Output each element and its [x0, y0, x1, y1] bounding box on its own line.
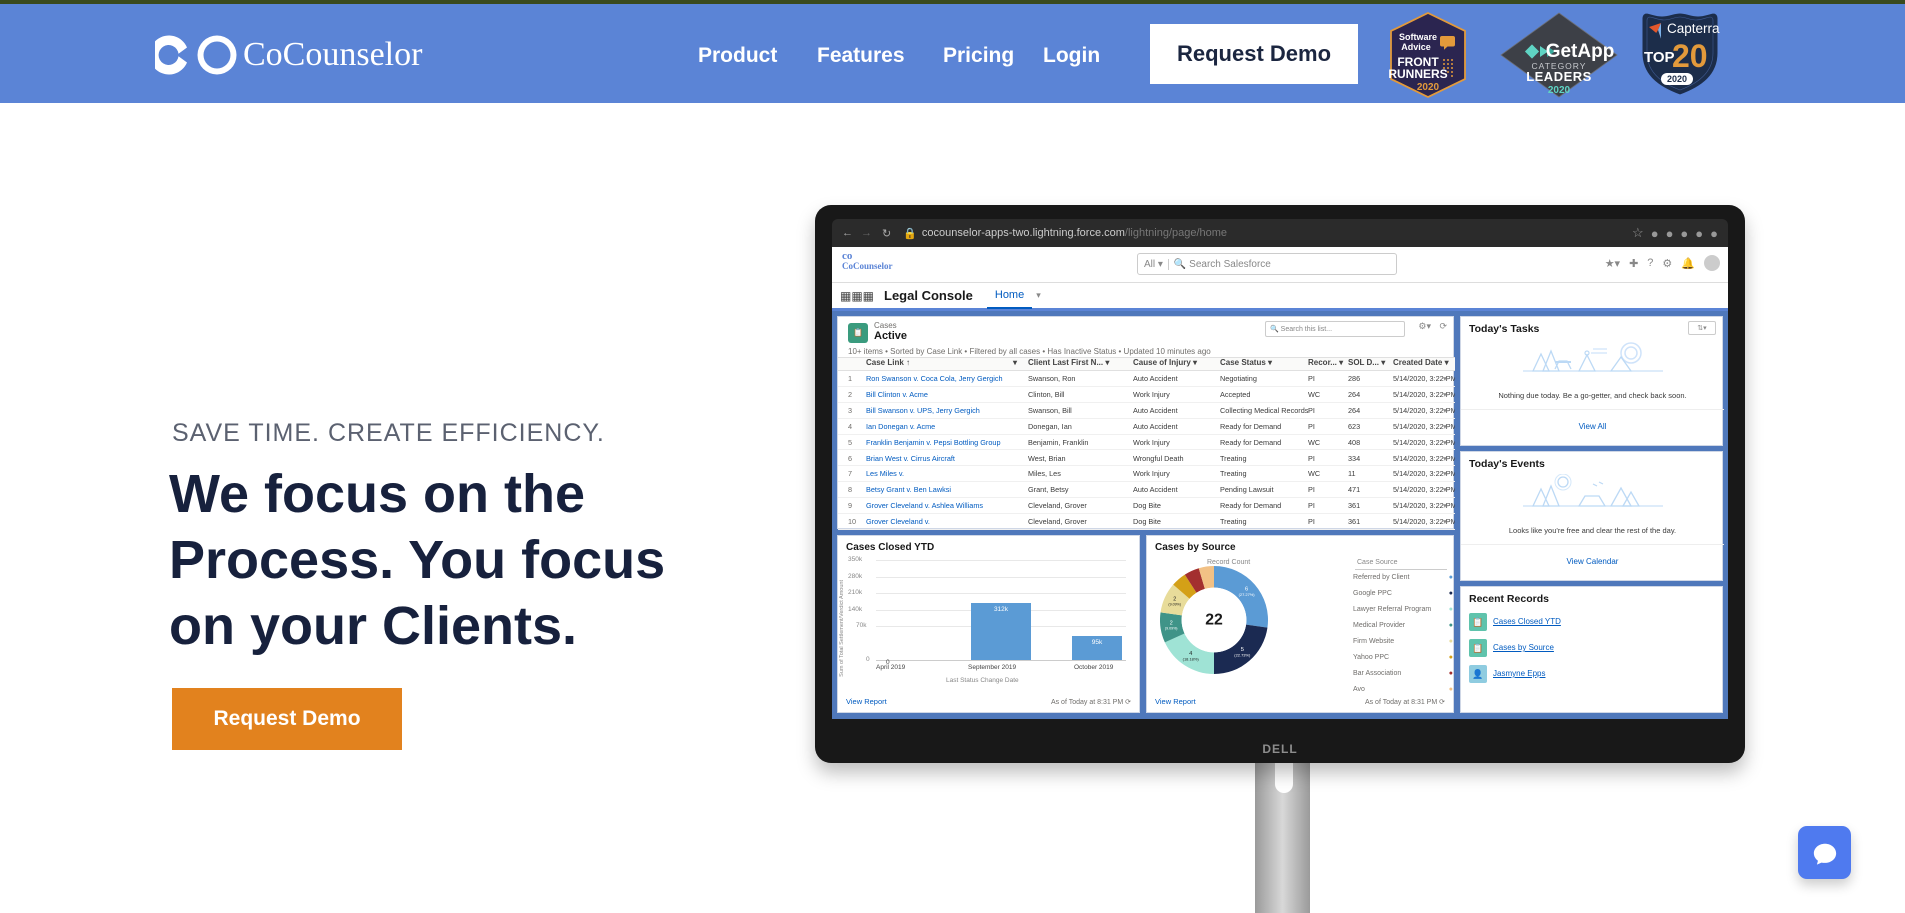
svg-text:2: 2: [1173, 597, 1176, 603]
svg-text:TOP: TOP: [1644, 49, 1675, 66]
svg-text:LEADERS: LEADERS: [1526, 69, 1592, 84]
svg-text:20: 20: [1672, 38, 1708, 74]
svg-text:(9.09%): (9.09%): [1165, 627, 1178, 631]
svg-text:(18.18%): (18.18%): [1183, 657, 1200, 662]
svg-text:Capterra: Capterra: [1667, 21, 1720, 36]
svg-text:(9.09%): (9.09%): [1168, 603, 1181, 607]
svg-text:2: 2: [1170, 621, 1173, 627]
svg-text:2020: 2020: [1548, 85, 1571, 96]
svg-text:RUNNERS: RUNNERS: [1388, 67, 1447, 81]
svg-text:Advice: Advice: [1401, 42, 1431, 52]
svg-text:(22.73%): (22.73%): [1234, 653, 1251, 658]
svg-text:GetApp: GetApp: [1546, 41, 1615, 62]
svg-text:22: 22: [1205, 611, 1223, 628]
svg-text:2020: 2020: [1667, 74, 1687, 84]
svg-text:2020: 2020: [1417, 82, 1440, 93]
svg-text:Software: Software: [1399, 32, 1437, 42]
svg-text:(27.27%): (27.27%): [1239, 592, 1256, 597]
